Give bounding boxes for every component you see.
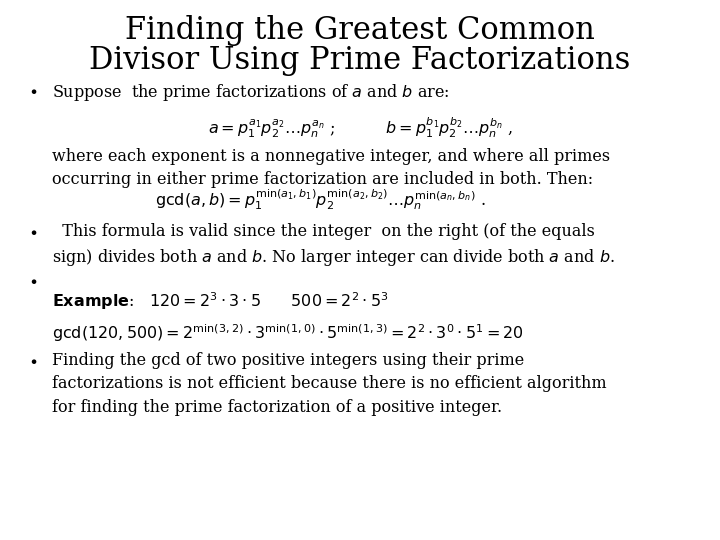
- Text: $\mathrm{gcd}(a, b) = p_1^{\min(a_1,b_1)} p_2^{\min(a_2,b_2)} \ldots p_n^{\min(a: $\mathrm{gcd}(a, b) = p_1^{\min(a_1,b_1)…: [155, 187, 485, 212]
- Text: This formula is valid since the integer  on the right (of the equals
sign) divid: This formula is valid since the integer …: [52, 223, 615, 268]
- Text: $\bullet$: $\bullet$: [28, 352, 37, 369]
- Text: where each exponent is a nonnegative integer, and where all primes
occurring in : where each exponent is a nonnegative int…: [52, 148, 610, 188]
- Text: $a = p_1^{a_1} p_2^{a_2} \ldots p_n^{a_n}$ ;          $b = p_1^{b_1} p_2^{b_2} \: $a = p_1^{a_1} p_2^{a_2} \ldots p_n^{a_n…: [207, 115, 513, 140]
- Text: Finding the gcd of two positive integers using their prime
factorizations is not: Finding the gcd of two positive integers…: [52, 352, 607, 416]
- Text: Finding the Greatest Common: Finding the Greatest Common: [125, 15, 595, 46]
- Text: $\bullet$: $\bullet$: [28, 223, 37, 240]
- Text: Suppose  the prime factorizations of $a$ and $b$ are:: Suppose the prime factorizations of $a$ …: [52, 82, 449, 103]
- Text: $\mathrm{gcd}(120,500) = 2^{\min(3,2)} \cdot 3^{\min(1,0)} \cdot 5^{\min(1,3)} =: $\mathrm{gcd}(120,500) = 2^{\min(3,2)} \…: [52, 322, 524, 343]
- Text: $\mathbf{Example}$:   $120 = 2^3 \cdot 3 \cdot 5$      $500 = 2^2 \cdot 5^3$: $\mathbf{Example}$: $120 = 2^3 \cdot 3 \…: [52, 290, 389, 312]
- Text: $\bullet$: $\bullet$: [28, 82, 37, 99]
- Text: $\bullet$: $\bullet$: [28, 272, 37, 289]
- Text: Divisor Using Prime Factorizations: Divisor Using Prime Factorizations: [89, 45, 631, 76]
